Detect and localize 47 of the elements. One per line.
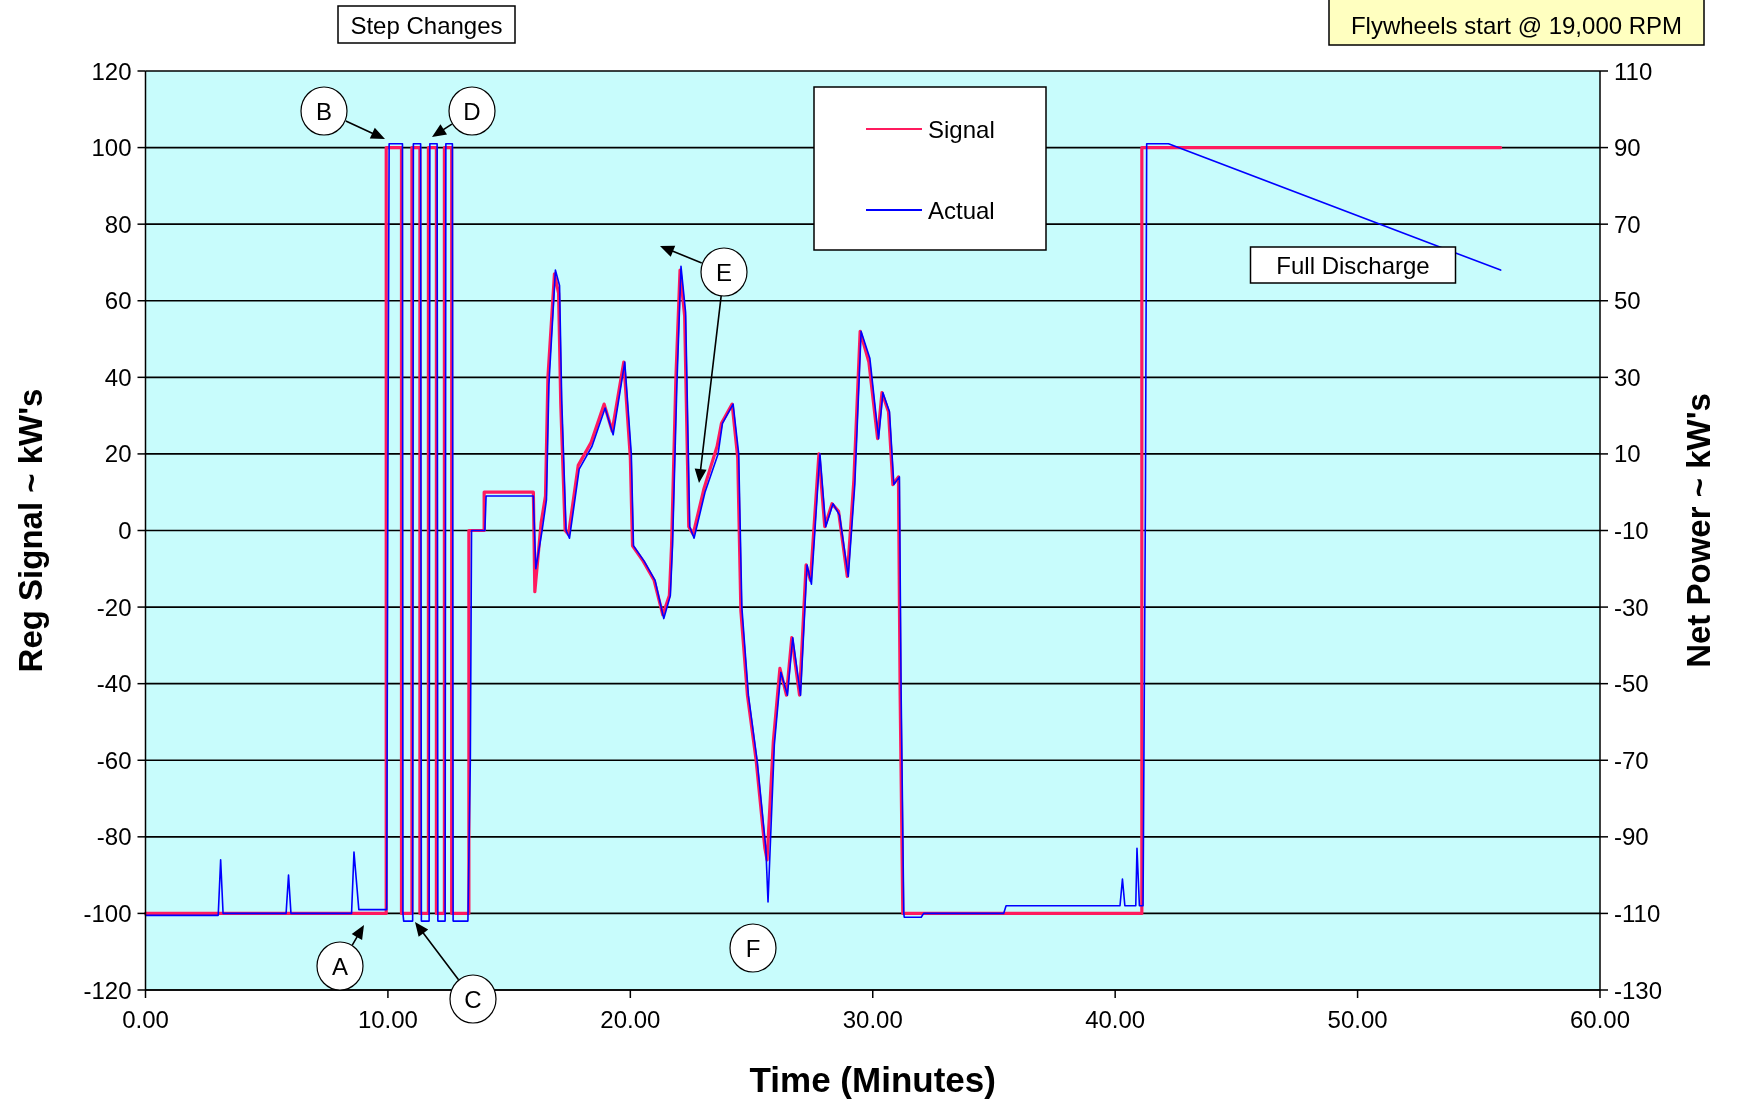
annotation: B <box>315 97 333 125</box>
y-tick-label: 60 <box>104 287 132 315</box>
x-tick-label: 60.00 <box>1569 1006 1631 1033</box>
x-tick-label: 20.00 <box>600 1006 661 1033</box>
y2-tick-label: 30 <box>1614 363 1641 391</box>
x-tick-label: 10.00 <box>357 1006 418 1033</box>
x-axis-title: Time (Minutes) <box>749 1060 996 1099</box>
y2-tick-label: -110 <box>1614 899 1661 927</box>
y-tick-label: -120 <box>83 976 132 1004</box>
annotation: A <box>331 952 349 980</box>
annotation: F <box>745 934 761 962</box>
annotation: D <box>463 97 481 125</box>
y-tick-label: 100 <box>91 134 132 162</box>
y-tick-label: -60 <box>96 746 132 774</box>
y2-tick-label: -90 <box>1614 823 1649 851</box>
y-tick-label: 120 <box>91 57 132 85</box>
y2-tick-label: -50 <box>1614 670 1649 698</box>
legend-label: Signal <box>928 115 995 143</box>
x-tick-label: 40.00 <box>1085 1006 1146 1033</box>
annotation: C <box>464 985 482 1013</box>
y-axis-title: Reg Signal ~ kW's <box>12 388 49 673</box>
y2-tick-label: -30 <box>1614 593 1649 621</box>
y-tick-label: -40 <box>96 670 132 698</box>
y2-tick-label: 50 <box>1614 287 1641 315</box>
annotation: E <box>715 258 733 286</box>
y2-axis-title: Net Power ~ kW's <box>1680 393 1717 668</box>
y-tick-label: 40 <box>104 363 132 391</box>
y2-tick-label: -70 <box>1614 746 1649 774</box>
text: Step Changes <box>350 11 503 39</box>
text: Flywheels start @ 19,000 RPM <box>1350 11 1683 39</box>
y-tick-label: -20 <box>96 593 132 621</box>
y-tick-label: -80 <box>96 823 132 851</box>
y2-tick-label: 90 <box>1614 134 1641 162</box>
y-tick-label: 80 <box>104 210 132 238</box>
y2-tick-label: -10 <box>1614 517 1649 544</box>
x-tick-label: 50.00 <box>1327 1006 1388 1033</box>
y-tick-label: -100 <box>83 899 132 927</box>
y2-tick-label: 10 <box>1614 440 1641 468</box>
y-tick-label: 0 <box>118 517 132 544</box>
x-tick-label: 30.00 <box>842 1006 903 1033</box>
y2-tick-label: -130 <box>1614 976 1663 1004</box>
y2-tick-label: 110 <box>1614 57 1653 85</box>
legend-label: Actual <box>928 196 995 224</box>
y-tick-label: 20 <box>104 440 132 468</box>
annotation: Full Discharge <box>1276 251 1430 279</box>
x-tick-label: 0.00 <box>122 1006 169 1033</box>
y2-tick-label: 70 <box>1614 210 1641 238</box>
